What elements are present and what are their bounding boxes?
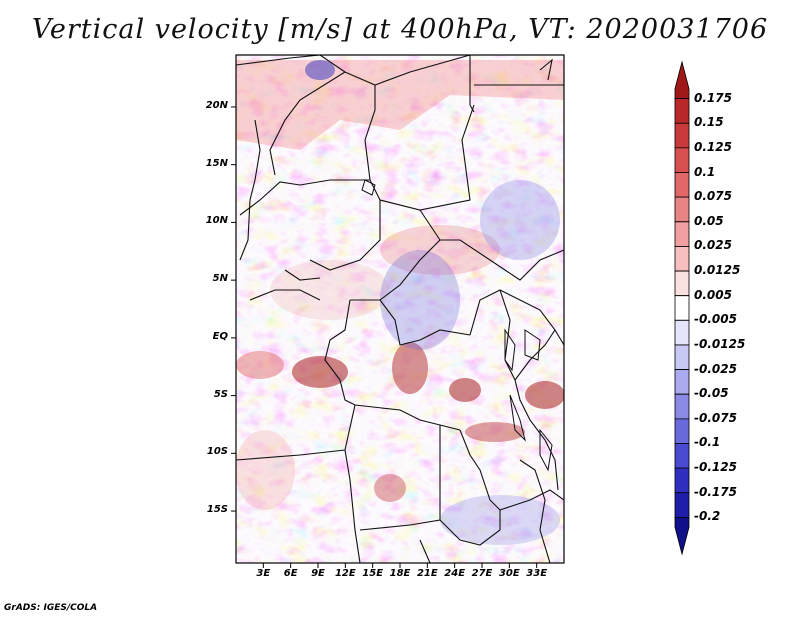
- colorbar-label: 0.005: [694, 287, 732, 302]
- colorbar: [674, 60, 690, 556]
- lat-label: 5N: [212, 273, 228, 285]
- lon-label: 3E: [256, 568, 271, 579]
- colorbar-label: -0.05: [694, 386, 729, 401]
- weak-updraft-region: [236, 430, 295, 510]
- colorbar-label: 0.15: [694, 115, 724, 130]
- colorbar-swatch: [674, 369, 690, 395]
- colorbar-swatch: [674, 60, 690, 100]
- grads-credit: GrADS: IGES/COLA: [4, 603, 98, 613]
- colorbar-label: -0.0125: [694, 336, 746, 351]
- colorbar-swatch: [674, 418, 690, 444]
- colorbar-swatch: [674, 246, 690, 272]
- lon-label: 33E: [526, 568, 548, 579]
- lon-label: 24E: [444, 568, 466, 579]
- colorbar-swatch: [674, 295, 690, 321]
- colorbar-label: -0.1: [694, 435, 721, 450]
- updraft-cell: [525, 381, 564, 409]
- colorbar-label: -0.175: [694, 484, 737, 499]
- lon-label: 15E: [362, 568, 384, 579]
- colorbar-label: 0.1: [694, 164, 716, 179]
- updraft-cell: [236, 351, 284, 379]
- updraft-cell: [292, 356, 348, 388]
- lakes: [361, 179, 553, 472]
- colorbar-swatch: [674, 443, 690, 469]
- lon-label: 12E: [334, 568, 356, 579]
- colorbar-swatch: [674, 492, 690, 518]
- lon-label: 18E: [389, 568, 411, 579]
- lon-label: 30E: [498, 568, 520, 579]
- colorbar-swatch: [674, 516, 690, 556]
- lat-label: 15S: [206, 504, 228, 516]
- colorbar-swatch: [674, 344, 690, 370]
- downdraft-region: [380, 250, 460, 350]
- country-borders: [236, 55, 564, 563]
- updraft-cell: [449, 378, 481, 402]
- axis-ticks: [231, 106, 538, 568]
- weak-updraft-region: [270, 260, 390, 320]
- updraft-cell: [392, 342, 428, 394]
- lat-label: 10S: [206, 446, 228, 458]
- colorbar-label: -0.125: [694, 460, 737, 475]
- colorbar-label: 0.0125: [694, 263, 741, 278]
- colorbar-label: 0.125: [694, 139, 732, 154]
- colorbar-label: -0.2: [694, 509, 721, 524]
- lat-label: 10N: [205, 215, 228, 227]
- lat-label: EQ: [212, 330, 228, 342]
- colorbar-swatch: [674, 172, 690, 198]
- lat-label: 5S: [213, 388, 228, 400]
- colorbar-label: -0.025: [694, 361, 737, 376]
- colorbar-swatch: [674, 196, 690, 223]
- colorbar-label: 0.075: [694, 189, 732, 204]
- lon-label: 27E: [471, 568, 493, 579]
- colorbar-label: -0.075: [694, 410, 737, 425]
- colorbar-label: -0.005: [694, 312, 737, 327]
- colorbar-swatch: [674, 122, 690, 149]
- northern-updraft-region: [236, 60, 564, 150]
- colorbar-label: 0.025: [694, 238, 732, 253]
- downdraft-region: [305, 60, 335, 80]
- figure-title: Vertical velocity [m/s] at 400hPa, VT: 2…: [31, 14, 769, 45]
- downdraft-region: [480, 180, 560, 260]
- weak-updraft-region: [380, 225, 500, 275]
- vertical-velocity-field: [236, 55, 564, 563]
- colorbar-swatch: [674, 270, 690, 297]
- lon-label: 21E: [416, 568, 438, 579]
- colorbar-label: 0.175: [694, 90, 732, 105]
- colorbar-swatch: [674, 393, 690, 420]
- updraft-cell: [465, 422, 525, 442]
- lon-label: 9E: [311, 568, 325, 579]
- lat-label: 20N: [205, 99, 228, 111]
- colorbar-swatch: [674, 147, 690, 173]
- lon-label: 6E: [283, 568, 298, 579]
- colorbar-swatch: [674, 221, 690, 247]
- updraft-cell: [374, 474, 406, 502]
- lat-label: 15N: [205, 157, 228, 169]
- colorbar-swatch: [674, 467, 690, 494]
- colorbar-swatch: [674, 319, 690, 346]
- colorbar-swatch: [674, 98, 690, 124]
- colorbar-label: 0.05: [694, 213, 724, 228]
